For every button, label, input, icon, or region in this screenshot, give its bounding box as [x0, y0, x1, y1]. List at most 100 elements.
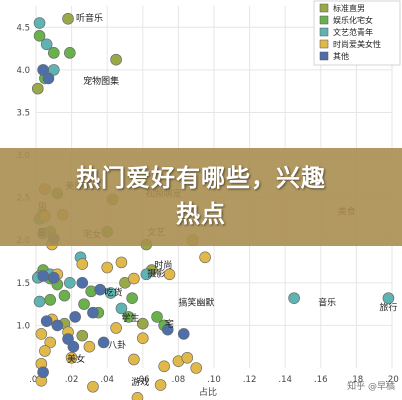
x-tick-label: .04	[100, 375, 114, 385]
data-point	[190, 362, 202, 374]
data-point	[137, 317, 149, 330]
data-point	[47, 271, 60, 284]
data-point	[51, 319, 64, 332]
x-tick-label: .08	[172, 375, 186, 385]
data-point	[31, 82, 44, 95]
data-point	[382, 292, 395, 304]
banner-title: 热门爱好有哪些，兴趣 热点	[0, 160, 402, 232]
banner-title-line-1: 热门爱好有哪些，兴趣	[76, 164, 326, 192]
watermark: 知乎 @早橘	[347, 380, 395, 392]
data-point	[128, 353, 140, 366]
legend-box	[313, 0, 401, 66]
point-annotation: 八卦	[108, 339, 126, 351]
point-annotation: 宠物图集	[83, 75, 119, 87]
x-tick-label: .14	[278, 375, 292, 385]
data-point	[78, 298, 90, 310]
legend-label: 其他	[333, 51, 349, 61]
data-point	[44, 294, 57, 306]
data-point	[163, 268, 176, 281]
point-annotation: 美女	[67, 353, 85, 365]
legend-swatch	[319, 3, 329, 13]
data-point	[64, 277, 76, 289]
x-tick-label: .12	[243, 375, 257, 385]
y-tick-label: 3.5	[16, 108, 30, 118]
point-annotation: 学生	[121, 312, 139, 324]
data-point	[64, 47, 76, 59]
data-point	[131, 392, 144, 400]
data-point	[47, 47, 60, 59]
data-point	[154, 379, 167, 391]
data-point	[158, 360, 170, 373]
data-point	[33, 295, 46, 308]
y-tick-label: 4.5	[16, 23, 30, 33]
x-tick-label: .16	[314, 375, 328, 385]
data-point	[39, 345, 51, 357]
y-tick-label: 1.5	[16, 279, 30, 289]
legend-label: 时尚爱美女性	[333, 39, 381, 49]
x-tick-label: .20	[385, 375, 399, 385]
legend-swatch	[319, 51, 329, 61]
x-tick-label: .06	[136, 375, 150, 385]
x-tick-label: .02	[65, 375, 79, 385]
data-point	[67, 340, 80, 353]
data-point	[128, 272, 140, 285]
y-tick-label: 1.0	[16, 321, 30, 331]
y-tick-label: 4.0	[16, 66, 30, 76]
point-annotation: 旅行	[379, 302, 397, 314]
data-point	[94, 283, 106, 296]
data-point	[58, 289, 71, 302]
legend-swatch	[319, 39, 329, 49]
data-point	[122, 311, 135, 323]
legend-swatch	[319, 27, 329, 37]
data-point	[181, 351, 194, 364]
x-tick-label: .18	[350, 375, 364, 385]
data-point	[37, 366, 49, 379]
point-annotation: 音乐	[318, 297, 336, 309]
data-point	[69, 311, 81, 323]
data-point	[115, 256, 128, 269]
data-point	[76, 277, 89, 289]
data-point	[140, 268, 153, 281]
x-tick-label: .10	[207, 375, 221, 385]
data-point	[37, 270, 49, 282]
legend-label: 娱乐化宅女	[333, 15, 373, 25]
data-point	[44, 336, 57, 349]
data-point	[97, 336, 110, 349]
chart-points	[31, 12, 395, 400]
data-point	[104, 287, 117, 299]
point-annotation: 游戏	[131, 376, 149, 388]
data-point	[87, 380, 99, 393]
data-point	[137, 332, 149, 344]
data-point	[110, 322, 122, 334]
data-point	[115, 302, 128, 315]
title-banner	[0, 148, 402, 246]
data-point	[87, 306, 99, 319]
data-point	[37, 64, 49, 76]
data-point	[177, 328, 190, 340]
data-point	[76, 329, 89, 342]
data-point	[126, 292, 138, 304]
data-point	[62, 12, 74, 25]
data-point	[161, 323, 174, 336]
data-point	[33, 17, 46, 29]
legend-label: 标准直男	[333, 3, 365, 13]
data-point	[40, 315, 53, 327]
data-point	[110, 53, 122, 66]
legend-label: 文艺范青年	[333, 27, 373, 37]
legend-swatch	[319, 15, 329, 25]
x-axis-label: 占比	[199, 386, 217, 398]
point-annotation: 吃货	[105, 286, 123, 298]
point-annotation: 宅	[165, 318, 174, 330]
data-point	[76, 258, 89, 270]
banner-title-line-2: 热点	[176, 200, 226, 228]
data-point	[288, 292, 300, 304]
point-annotation: 听音乐	[76, 12, 103, 24]
data-point	[101, 261, 113, 274]
data-point	[42, 72, 55, 85]
data-point	[83, 340, 96, 353]
point-annotation: 搞笑幽默	[178, 297, 214, 309]
data-point	[40, 38, 53, 51]
data-point	[65, 351, 78, 364]
point-annotation: 时尚	[154, 259, 172, 271]
